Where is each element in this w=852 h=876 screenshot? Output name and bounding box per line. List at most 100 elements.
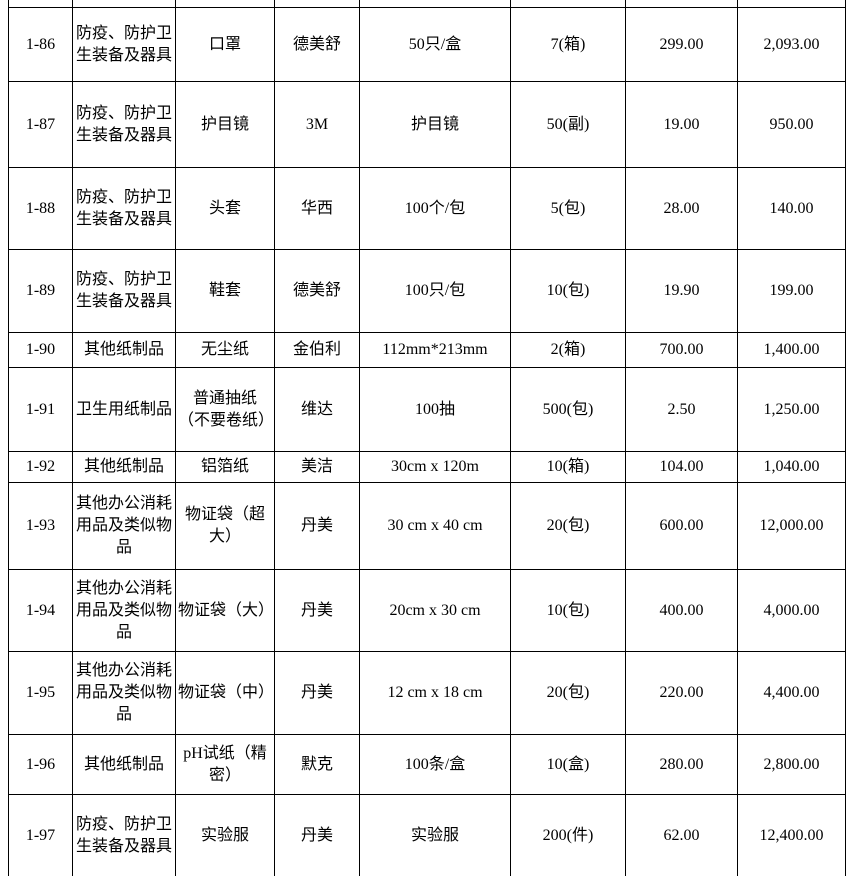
table-row: 1-90 其他纸制品 无尘纸 金伯利 112mm*213mm 2(箱) 700.00 1,40… [8,332,846,368]
table-row: 1-87 防疫、防护卫生装备及器具 护目镜 3M 护目镜 50(副) 19.00 950.00 [8,81,846,168]
cell-unit_price: 62.00 [625,794,738,876]
cell-id: 1-86 [8,7,73,82]
cell-category: 其他纸制品 [72,451,176,483]
cell-empty [625,0,738,8]
cell-item: 无尘纸 [175,332,275,368]
cell-qty: 200(件) [510,794,626,876]
cell-category: 防疫、防护卫生装备及器具 [72,167,176,250]
cell-spec: 12 cm x 18 cm [359,651,511,735]
cell-spec: 护目镜 [359,81,511,168]
table-row: 1-92 其他纸制品 铝箔纸 美洁 30cm x 120m 10(箱) 104.00 1,04… [8,451,846,483]
cell-qty: 500(包) [510,367,626,452]
cell-empty [737,0,846,8]
cell-empty [274,0,360,8]
cell-brand: 丹美 [274,794,360,876]
cell-unit_price: 2.50 [625,367,738,452]
cell-empty [175,0,275,8]
cell-spec: 100抽 [359,367,511,452]
cell-category: 其他纸制品 [72,332,176,368]
table-row: 1-96 其他纸制品 pH试纸（精密） 默克 100条/盒 10(盒) 280.00 2,80… [8,734,846,795]
cell-item: 护目镜 [175,81,275,168]
cell-brand: 默克 [274,734,360,795]
table-row: 1-88 防疫、防护卫生装备及器具 头套 华西 100个/包 5(包) 28.00 140.0… [8,167,846,250]
cell-qty: 7(箱) [510,7,626,82]
cell-unit_price: 28.00 [625,167,738,250]
cell-spec: 20cm x 30 cm [359,569,511,652]
cell-id: 1-95 [8,651,73,735]
cell-brand: 华西 [274,167,360,250]
cell-spec: 100只/包 [359,249,511,333]
cell-spec: 100条/盒 [359,734,511,795]
cell-unit_price: 19.00 [625,81,738,168]
procurement-table: 1-86 防疫、防护卫生装备及器具 口罩 德美舒 50只/盒 7(箱) 299.00 2,09… [8,0,846,876]
cell-qty: 20(包) [510,651,626,735]
cell-id: 1-91 [8,367,73,452]
cell-qty: 50(副) [510,81,626,168]
cell-empty [72,0,176,8]
cell-id: 1-97 [8,794,73,876]
cell-item: 物证袋（大） [175,569,275,652]
cell-brand: 维达 [274,367,360,452]
cell-unit_price: 19.90 [625,249,738,333]
cell-id: 1-93 [8,482,73,570]
cell-brand: 丹美 [274,482,360,570]
table-row-partial [8,0,846,8]
cell-qty: 10(包) [510,249,626,333]
cell-spec: 50只/盒 [359,7,511,82]
cell-spec: 112mm*213mm [359,332,511,368]
cell-category: 防疫、防护卫生装备及器具 [72,7,176,82]
cell-spec: 30cm x 120m [359,451,511,483]
cell-brand: 金伯利 [274,332,360,368]
cell-category: 卫生用纸制品 [72,367,176,452]
cell-unit_price: 104.00 [625,451,738,483]
cell-category: 其他办公消耗用品及类似物品 [72,482,176,570]
cell-category: 其他办公消耗用品及类似物品 [72,651,176,735]
cell-qty: 10(包) [510,569,626,652]
cell-category: 防疫、防护卫生装备及器具 [72,81,176,168]
cell-total: 4,400.00 [737,651,846,735]
table-body: 1-86 防疫、防护卫生装备及器具 口罩 德美舒 50只/盒 7(箱) 299.00 2,09… [8,0,846,876]
cell-total: 199.00 [737,249,846,333]
cell-category: 防疫、防护卫生装备及器具 [72,249,176,333]
cell-qty: 20(包) [510,482,626,570]
cell-total: 1,040.00 [737,451,846,483]
cell-item: pH试纸（精密） [175,734,275,795]
cell-item: 实验服 [175,794,275,876]
cell-id: 1-92 [8,451,73,483]
cell-id: 1-90 [8,332,73,368]
cell-unit_price: 220.00 [625,651,738,735]
table-row: 1-94 其他办公消耗用品及类似物品 物证袋（大） 丹美 20cm x 30 cm 10(… [8,569,846,652]
cell-qty: 10(箱) [510,451,626,483]
cell-total: 12,000.00 [737,482,846,570]
cell-unit_price: 299.00 [625,7,738,82]
cell-item: 物证袋（中） [175,651,275,735]
table-row: 1-93 其他办公消耗用品及类似物品 物证袋（超大） 丹美 30 cm x 40 cm 2… [8,482,846,570]
cell-brand: 德美舒 [274,249,360,333]
cell-total: 2,093.00 [737,7,846,82]
table-row: 1-95 其他办公消耗用品及类似物品 物证袋（中） 丹美 12 cm x 18 cm 20… [8,651,846,735]
cell-total: 140.00 [737,167,846,250]
cell-empty [510,0,626,8]
cell-brand: 丹美 [274,569,360,652]
cell-brand: 3M [274,81,360,168]
cell-id: 1-96 [8,734,73,795]
cell-total: 950.00 [737,81,846,168]
cell-item: 铝箔纸 [175,451,275,483]
cell-spec: 实验服 [359,794,511,876]
cell-id: 1-87 [8,81,73,168]
cell-total: 12,400.00 [737,794,846,876]
cell-item: 普通抽纸（不要卷纸） [175,367,275,452]
table-row: 1-97 防疫、防护卫生装备及器具 实验服 丹美 实验服 200(件) 62.00 12,40… [8,794,846,876]
cell-item: 头套 [175,167,275,250]
table-row: 1-91 卫生用纸制品 普通抽纸（不要卷纸） 维达 100抽 500(包) 2.50 1,25… [8,367,846,452]
cell-total: 4,000.00 [737,569,846,652]
cell-id: 1-89 [8,249,73,333]
cell-qty: 10(盒) [510,734,626,795]
cell-category: 其他纸制品 [72,734,176,795]
cell-spec: 100个/包 [359,167,511,250]
table-row: 1-86 防疫、防护卫生装备及器具 口罩 德美舒 50只/盒 7(箱) 299.00 2,09… [8,7,846,82]
cell-item: 物证袋（超大） [175,482,275,570]
cell-brand: 丹美 [274,651,360,735]
cell-item: 口罩 [175,7,275,82]
